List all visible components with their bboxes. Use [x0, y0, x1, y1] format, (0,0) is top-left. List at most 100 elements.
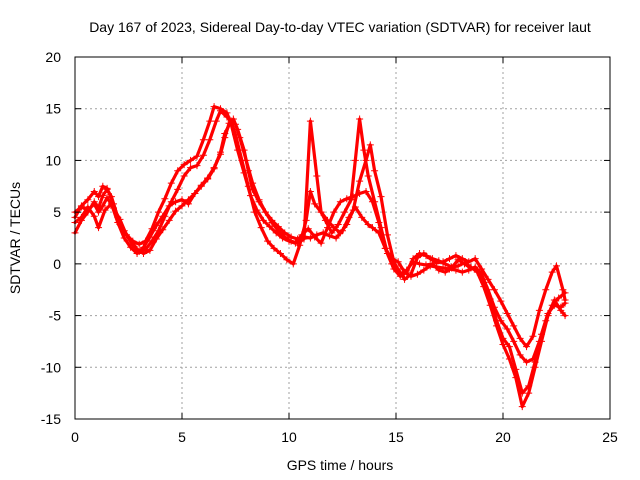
data-point — [503, 325, 511, 333]
data-point — [428, 255, 436, 263]
data-point — [538, 337, 546, 345]
data-point — [294, 239, 302, 247]
data-point — [330, 208, 338, 216]
data-point — [396, 272, 404, 280]
data-point — [199, 136, 207, 144]
data-point — [525, 389, 533, 397]
data-point — [422, 252, 430, 260]
data-point — [512, 374, 520, 382]
data-point — [435, 266, 443, 274]
data-point — [493, 322, 501, 330]
data-point — [516, 334, 524, 342]
data-point — [306, 234, 314, 242]
data-point — [518, 403, 526, 411]
data-point — [484, 275, 492, 283]
data-point — [390, 265, 398, 273]
data-point — [204, 175, 212, 183]
data-point — [187, 164, 195, 172]
axis-ticks: 0 5 10 15 20 25 -15 -10 -5 0 5 10 15 20 — [41, 49, 618, 445]
data-point — [550, 296, 558, 304]
data-point — [446, 255, 453, 263]
data-point — [555, 294, 563, 302]
data-point — [523, 343, 531, 351]
data-point — [90, 187, 98, 195]
data-point — [542, 286, 550, 294]
data-point — [377, 224, 385, 232]
data-point — [206, 136, 214, 144]
data-point — [146, 246, 154, 254]
data-point — [300, 235, 308, 243]
data-point — [281, 233, 289, 241]
data-point — [146, 233, 154, 241]
data-point — [561, 299, 569, 307]
data-point — [266, 223, 274, 231]
data-point — [193, 152, 201, 160]
data-point — [184, 200, 192, 208]
data-point — [206, 117, 214, 125]
data-point — [172, 198, 180, 206]
data-point — [270, 244, 278, 252]
x-tick-label: 15 — [388, 429, 404, 445]
data-point — [139, 243, 147, 251]
data-point — [251, 208, 259, 216]
data-point — [473, 268, 481, 276]
data-point — [441, 268, 449, 276]
data-point — [257, 224, 265, 232]
data-point — [347, 196, 355, 204]
data-point — [360, 146, 368, 154]
data-point — [364, 221, 372, 229]
data-point — [407, 270, 415, 278]
data-point — [114, 218, 122, 226]
y-tick-label: 20 — [45, 49, 61, 65]
data-point — [480, 283, 488, 291]
data-point — [276, 250, 284, 258]
data-point — [435, 257, 443, 265]
data-point — [174, 167, 182, 175]
data-point — [180, 172, 188, 180]
data-point — [413, 270, 421, 278]
y-tick-label: -15 — [41, 411, 61, 427]
x-tick-label: 0 — [71, 429, 79, 445]
data-point — [242, 156, 250, 164]
y-tick-label: -10 — [41, 359, 61, 375]
data-point — [448, 263, 456, 271]
data-point — [165, 202, 173, 210]
data-point — [107, 200, 115, 208]
data-point — [557, 306, 565, 314]
data-point — [133, 250, 141, 258]
data-point — [103, 194, 111, 202]
data-point — [416, 250, 424, 258]
data-point — [332, 234, 340, 242]
data-point — [199, 151, 207, 159]
data-point — [452, 252, 460, 260]
data-point — [90, 212, 98, 220]
data-point — [561, 312, 569, 320]
data-point — [193, 162, 201, 170]
data-point — [264, 237, 272, 245]
data-point — [223, 113, 231, 121]
data-point — [497, 297, 505, 305]
data-point — [212, 117, 220, 125]
data-point — [377, 193, 385, 201]
data-point — [172, 207, 180, 215]
data-point — [401, 275, 409, 283]
data-point — [383, 250, 391, 258]
data-point — [236, 134, 244, 142]
y-tick-label: 5 — [53, 204, 61, 220]
data-point — [95, 224, 103, 232]
data-point — [77, 213, 85, 221]
data-point — [95, 208, 103, 216]
data-point — [336, 198, 344, 206]
data-point — [321, 216, 329, 224]
data-point — [317, 239, 325, 247]
data-point — [467, 263, 475, 271]
data-point — [167, 179, 175, 187]
data-point — [516, 351, 524, 359]
series-track-4 — [71, 115, 569, 411]
data-point — [259, 216, 267, 224]
data-point — [217, 148, 225, 156]
data-point — [553, 262, 560, 270]
y-tick-label: 15 — [45, 101, 61, 117]
data-point — [371, 198, 379, 206]
